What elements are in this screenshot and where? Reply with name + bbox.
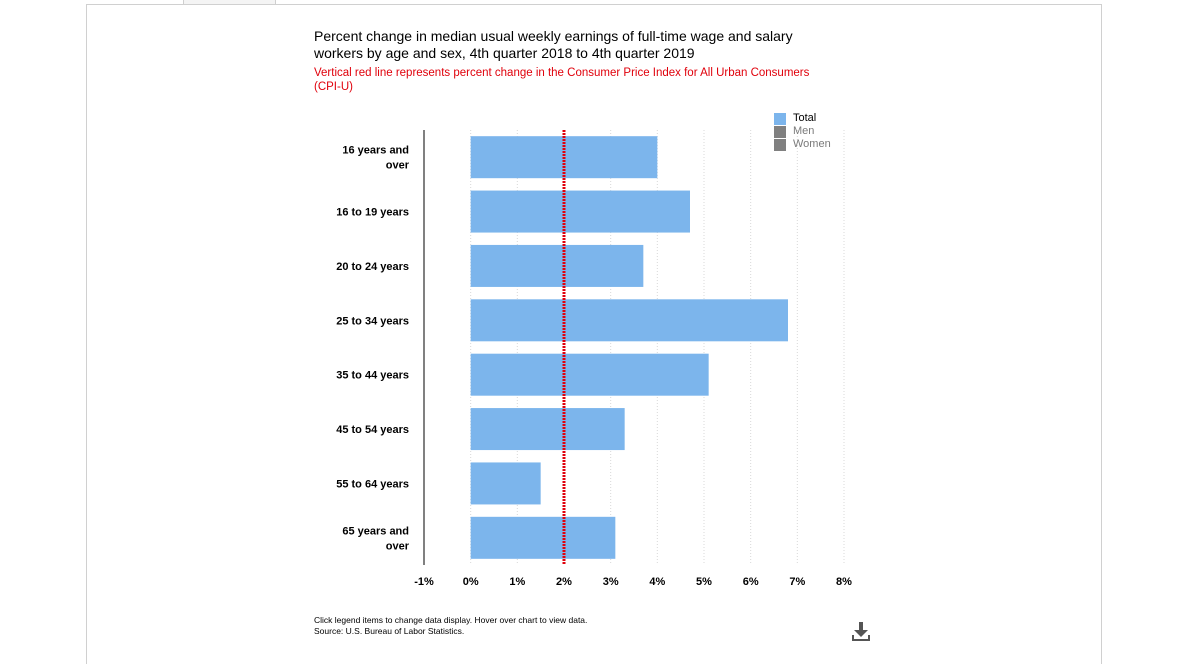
x-tick-label: 4% bbox=[649, 576, 665, 588]
category-label: 16 to 19 years bbox=[336, 207, 409, 219]
bar[interactable] bbox=[470, 190, 690, 233]
legend-swatch-men bbox=[774, 125, 786, 138]
x-tick-label: 7% bbox=[789, 576, 805, 588]
category-label-line: 16 years and bbox=[342, 145, 409, 157]
legend-swatch-women bbox=[774, 138, 786, 151]
bar[interactable] bbox=[470, 408, 625, 451]
legend-label-men: Men bbox=[793, 125, 815, 137]
footnote-source: Source: U.S. Bureau of Labor Statistics. bbox=[314, 626, 465, 636]
category-label: 55 to 64 years bbox=[336, 478, 409, 490]
category-label: 16 years and over bbox=[342, 145, 409, 172]
category-label-line: 20 to 24 years bbox=[336, 261, 409, 273]
category-label-line: over bbox=[386, 540, 410, 552]
category-label-line: 55 to 64 years bbox=[336, 478, 409, 490]
category-label-line: 25 to 34 years bbox=[336, 315, 409, 327]
category-label-line: 45 to 54 years bbox=[336, 424, 409, 436]
download-icon[interactable] bbox=[849, 620, 873, 642]
legend-item-women[interactable]: Women bbox=[774, 138, 831, 151]
x-tick-label: 8% bbox=[836, 576, 852, 588]
download-arrow-icon bbox=[852, 622, 870, 641]
category-label-line: 65 years and bbox=[342, 525, 409, 537]
bar[interactable] bbox=[470, 353, 709, 396]
x-tick-label: 2% bbox=[556, 576, 572, 588]
bar[interactable] bbox=[470, 516, 616, 559]
legend-label-total: Total bbox=[793, 112, 817, 124]
chart-subtitle: Vertical red line represents percent cha… bbox=[314, 67, 810, 93]
x-tick-label: 6% bbox=[743, 576, 759, 588]
legend-item-men[interactable]: Men bbox=[774, 125, 831, 138]
x-tick-label: -1% bbox=[414, 576, 434, 588]
category-label: 35 to 44 years bbox=[336, 370, 409, 382]
chart-title: Percent change in median usual weekly ea… bbox=[314, 28, 793, 61]
category-label-line: 16 to 19 years bbox=[336, 207, 409, 219]
category-label: 65 years and over bbox=[342, 525, 409, 552]
chart-frame bbox=[86, 4, 1102, 664]
footnote-instructions: Click legend items to change data displa… bbox=[314, 615, 588, 625]
category-label: 25 to 34 years bbox=[336, 315, 409, 327]
legend: Total Men Women bbox=[774, 112, 831, 151]
category-label: 20 to 24 years bbox=[336, 261, 409, 273]
bar[interactable] bbox=[470, 462, 541, 505]
x-tick-label: 5% bbox=[696, 576, 712, 588]
bar[interactable] bbox=[470, 244, 644, 287]
category-label: 45 to 54 years bbox=[336, 424, 409, 436]
footnote: Click legend items to change data displa… bbox=[314, 615, 587, 637]
bar[interactable] bbox=[470, 299, 788, 342]
x-tick-label: 0% bbox=[463, 576, 479, 588]
x-tick-label: 1% bbox=[509, 576, 525, 588]
category-label-line: over bbox=[386, 160, 410, 172]
legend-item-total[interactable]: Total bbox=[774, 112, 831, 125]
legend-label-women: Women bbox=[793, 138, 831, 150]
legend-swatch-total bbox=[774, 112, 786, 125]
bar-chart[interactable]: 16 years and over 16 to 19 years 20 to 24 y… bbox=[0, 0, 1192, 645]
x-tick-label: 3% bbox=[603, 576, 619, 588]
category-label-line: 35 to 44 years bbox=[336, 370, 409, 382]
